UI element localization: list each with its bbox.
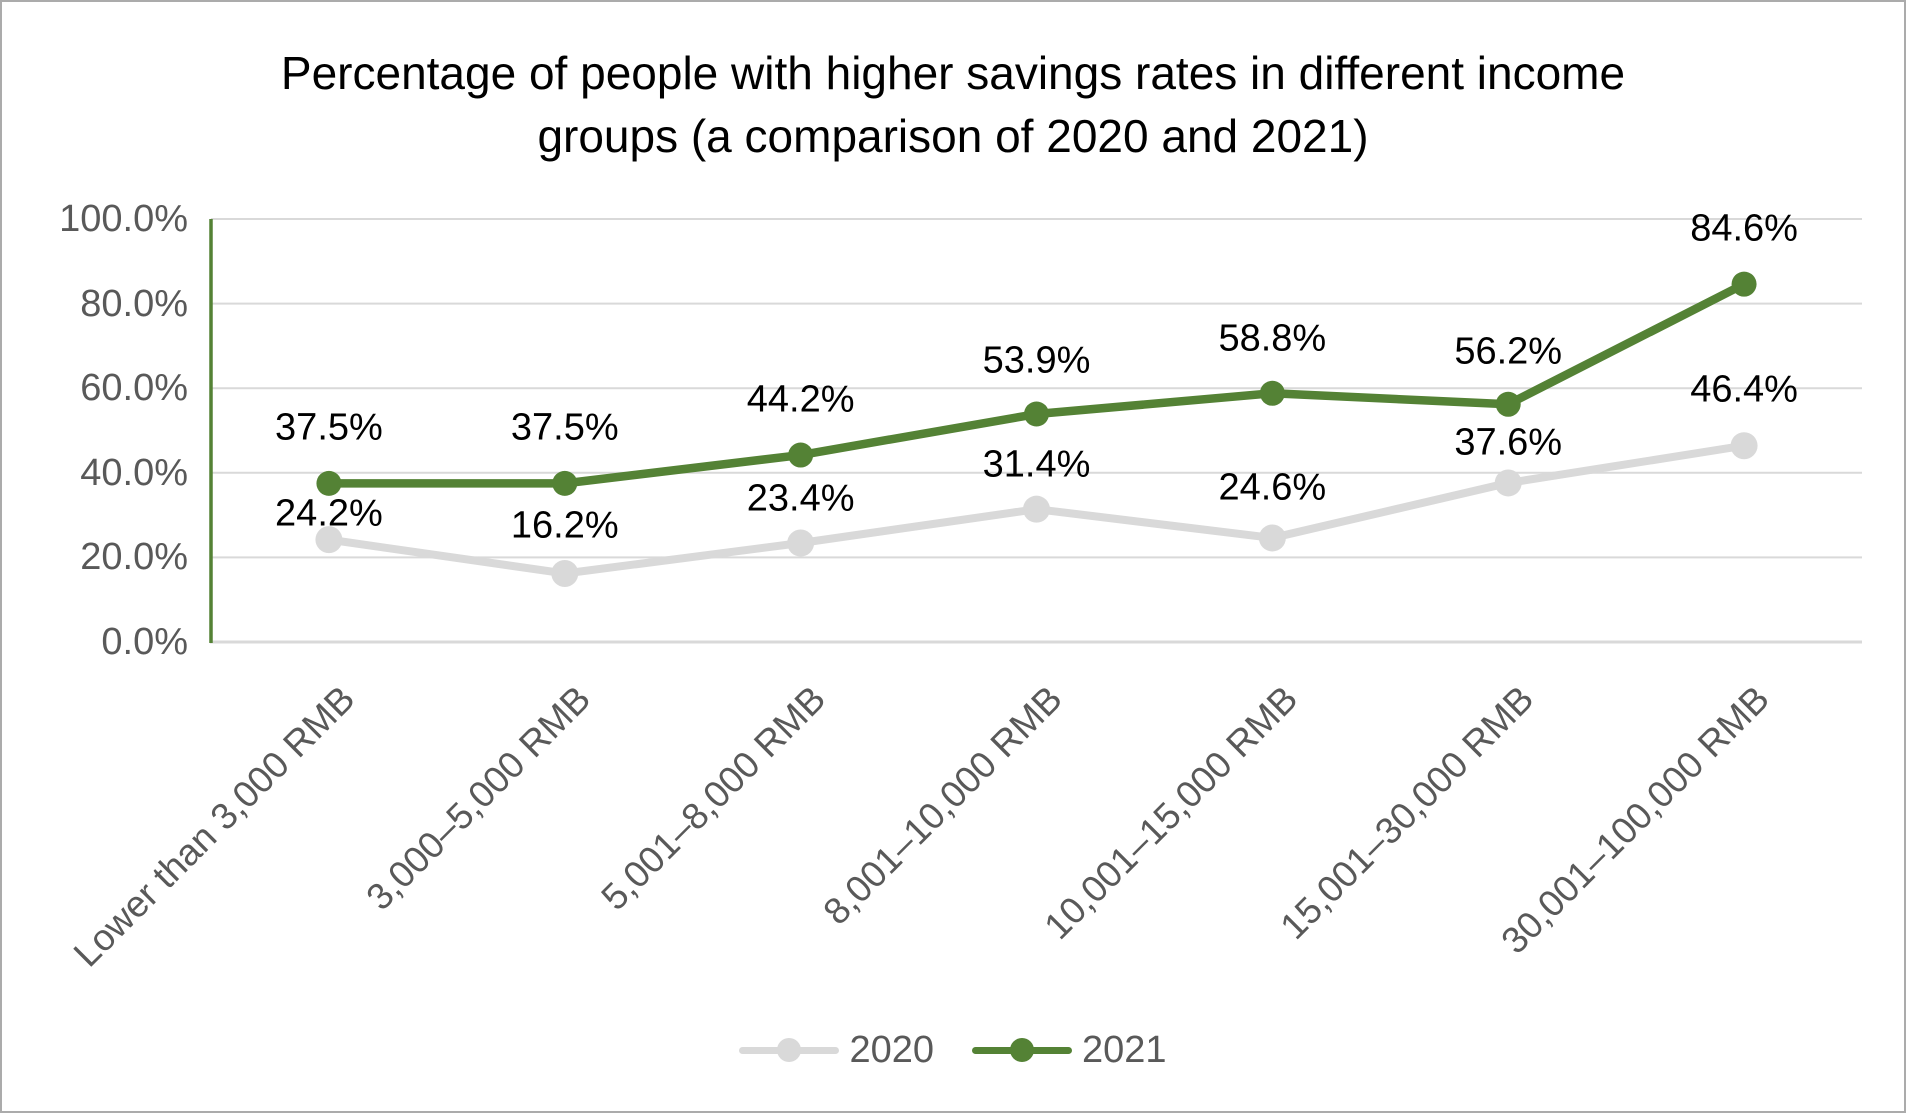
legend-item-2020: 2020 — [739, 1029, 934, 1072]
data-point-marker-2021 — [552, 470, 578, 496]
data-point-marker-2021 — [1259, 380, 1285, 406]
data-point-marker-2020 — [787, 529, 815, 557]
y-tick-label: 0.0% — [101, 621, 188, 663]
chart-title-line-2: groups (a comparison of 2020 and 2021) — [537, 110, 1369, 162]
data-label-2020: 16.2% — [510, 504, 619, 547]
data-label-2021: 84.6% — [1690, 207, 1798, 250]
legend-2020-dot-icon — [777, 1038, 802, 1062]
y-tick-label: 40.0% — [80, 451, 188, 494]
data-label-2021: 58.8% — [1218, 317, 1327, 360]
chart-title-line-1: Percentage of people with higher savings… — [280, 47, 1626, 99]
data-label-2021: 37.5% — [510, 406, 619, 449]
data-point-marker-2021 — [1495, 391, 1521, 417]
chart-title: Percentage of people with higher savings… — [2, 42, 1904, 168]
legend-label-2020: 2020 — [849, 1028, 934, 1071]
legend-2020-line-marker-icon — [739, 1038, 840, 1062]
data-point-marker-2020 — [1023, 495, 1050, 523]
data-point-marker-2020 — [551, 559, 579, 587]
data-point-marker-2020 — [315, 526, 343, 554]
data-label-2020: 46.4% — [1690, 368, 1798, 411]
x-category-label: 5,001–8,000 RMB — [593, 678, 834, 918]
x-category-label: 3,000–5,000 RMB — [357, 678, 598, 918]
legend-item-2021: 2021 — [972, 1029, 1167, 1072]
data-point-marker-2021 — [788, 442, 814, 468]
legend-label-2021: 2021 — [1082, 1028, 1167, 1071]
data-point-marker-2021 — [1024, 401, 1049, 427]
data-label-2020: 24.2% — [275, 492, 383, 535]
data-point-marker-2021 — [316, 470, 342, 496]
legend-2021-line-marker-icon — [972, 1038, 1072, 1062]
legend: 2020 2021 — [2, 1028, 1904, 1072]
data-label-2020: 24.6% — [1218, 466, 1327, 509]
data-point-marker-2020 — [1258, 524, 1286, 552]
data-label-2020: 37.6% — [1454, 421, 1563, 464]
data-label-2021: 44.2% — [746, 378, 855, 421]
data-label-2020: 31.4% — [982, 443, 1091, 486]
x-category-label: 8,001–10,000 RMB — [815, 678, 1070, 933]
y-tick-label: 60.0% — [80, 367, 188, 410]
y-tick-label: 20.0% — [80, 536, 188, 579]
x-category-label: 30,001–100,000 RMB — [1493, 678, 1778, 962]
y-tick-label: 80.0% — [80, 282, 188, 325]
data-label-2021: 56.2% — [1454, 330, 1563, 373]
x-category-label: Lower than 3,000 RMB — [65, 678, 362, 975]
y-tick-label: 100.0% — [59, 198, 188, 240]
data-point-marker-2021 — [1731, 271, 1757, 297]
data-point-marker-2020 — [1494, 469, 1522, 497]
x-category-label: 10,001–15,000 RMB — [1036, 678, 1306, 947]
data-label-2021: 53.9% — [982, 339, 1091, 382]
data-point-marker-2020 — [1730, 432, 1758, 460]
data-label-2020: 23.4% — [746, 477, 855, 520]
data-label-2021: 37.5% — [275, 406, 383, 449]
legend-2021-dot-icon — [1010, 1038, 1034, 1062]
x-category-label: 15,001–30,000 RMB — [1272, 678, 1542, 947]
